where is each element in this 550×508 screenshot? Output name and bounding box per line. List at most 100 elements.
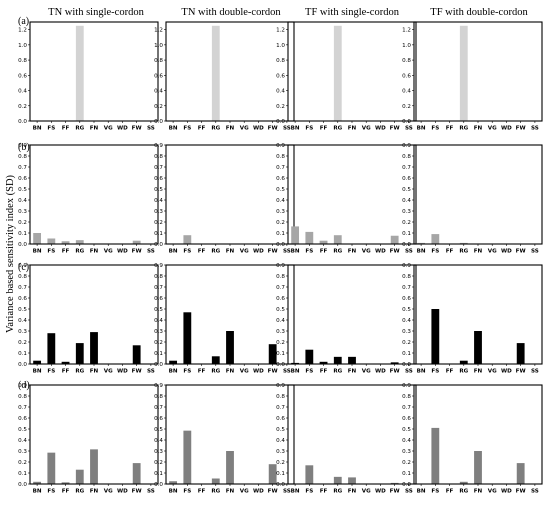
panel-c-3-bar-ff — [319, 361, 328, 364]
panel-b-3-ytick-label-9: 0.9 — [276, 143, 285, 149]
panel-a-2: 0.0 0.2 0.4 0.6 0.8 1.0 1.2 BN FS FF RG FN VG WD FW SS — [154, 21, 295, 132]
panel-c-4-xtick-label-wd: WD — [501, 369, 512, 375]
panel-b-1-frame — [29, 144, 159, 245]
panel-b-4-ytick-label-5: 0.5 — [402, 187, 411, 193]
panel-d-1-xtick-label-ff: FF — [62, 489, 70, 495]
panel-c-3-ytick-label-5: 0.5 — [276, 307, 285, 313]
panel-d-1-ytick-label-2: 0.2 — [18, 460, 27, 466]
panel-b-1-bar-fw — [132, 240, 141, 244]
panel-a-3-xtick-label-vg: VG — [362, 126, 371, 132]
panel-d-2-bar-fn — [226, 451, 234, 484]
panel-c-1-ytick-label-4: 0.4 — [18, 318, 27, 324]
panel-b-1-xtick-label-wd: WD — [117, 249, 128, 255]
panel-d-1-xtick-label-wd: WD — [117, 489, 128, 495]
panel-c-4-xtick-label-vg: VG — [488, 369, 497, 375]
panel-d-3-xtick-label-fw: FW — [390, 489, 400, 495]
panel-d-1-xtick-label-fw: FW — [132, 489, 142, 495]
panel-d-2-xtick-label-fs: FS — [183, 489, 191, 495]
panel-c-4-ytick-label-3: 0.3 — [402, 329, 411, 335]
panel-b-1-ytick-label-2: 0.2 — [18, 220, 27, 226]
panel-a-3-ytick-label-4: 0.8 — [276, 58, 285, 64]
panel-b-1-bar-fs — [47, 238, 56, 244]
panel-c-4-ytick-label-1: 0.1 — [402, 351, 411, 357]
panel-a-4-ytick-label-6: 1.2 — [402, 28, 411, 34]
panel-c-3-ytick-label-6: 0.6 — [276, 296, 285, 302]
panel-c-3-ytick-label-0: 0.0 — [276, 362, 285, 368]
panel-d-1-ytick-label-8: 0.8 — [18, 394, 27, 400]
panel-a-4-ytick-label-1: 0.2 — [402, 104, 411, 110]
panel-d-1-ytick-label-5: 0.5 — [18, 427, 27, 433]
panel-d-3-xtick-label-bn: BN — [291, 489, 300, 495]
panel-d-2-bar-fs — [183, 430, 192, 484]
panel-b-1-bar-ff — [61, 241, 70, 244]
panel-d-3-xtick-label-fs: FS — [305, 489, 313, 495]
panel-d-4-xtick-label-ff: FF — [446, 489, 454, 495]
panel-a-1-xtick-label-rg: RG — [75, 126, 84, 132]
panel-d-2-bar-bn — [169, 481, 178, 484]
panel-d-4-bar-fs — [431, 427, 440, 484]
panel-c-1-ytick-label-7: 0.7 — [18, 285, 27, 291]
panel-a-4-ytick-label-4: 0.8 — [402, 58, 411, 64]
panel-c-3-xtick-label-fs: FS — [305, 369, 313, 375]
panel-c-2-xtick-label-rg: RG — [211, 369, 220, 375]
panel-a-2-bar-rg — [211, 25, 220, 122]
panel-b-1-ytick-label-7: 0.7 — [18, 165, 27, 171]
panel-a-4-xtick-label-wd: WD — [501, 126, 512, 132]
panel-d-1-xtick-label-vg: VG — [104, 489, 113, 495]
panel-c-3-xtick-label-fn: FN — [348, 369, 357, 375]
panel-d-4-ytick-label-3: 0.3 — [402, 449, 411, 455]
panel-b-4-xtick-label-rg: RG — [459, 249, 468, 255]
panel-a-2-xtick-label-fs: FS — [183, 126, 191, 132]
panel-a-1-ytick-label-1: 0.2 — [18, 104, 27, 110]
panel-b-3-bar-fs — [305, 231, 314, 244]
panel-c-3-bar-fn — [348, 356, 356, 364]
panel-b-2-xtick-label-ss: SS — [283, 249, 291, 255]
panel-b-4-xtick-label-ss: SS — [531, 249, 539, 255]
panel-d-4-ytick-label-7: 0.7 — [402, 405, 411, 411]
panel-d-4-xtick-label-vg: VG — [488, 489, 497, 495]
panel-d-3-ytick-label-6: 0.6 — [276, 416, 285, 422]
panel-b-3-ytick-label-8: 0.8 — [276, 154, 285, 160]
panel-d-2-bar-rg — [211, 478, 220, 484]
panel-c-3-xtick-label-rg: RG — [333, 369, 342, 375]
panel-d-2-xtick-label-rg: RG — [211, 489, 220, 495]
panel-a-4-ytick-label-5: 1.0 — [402, 43, 411, 49]
panel-a-1-xtick-label-fn: FN — [90, 126, 99, 132]
panel-d-2-ytick-label-3: 0.3 — [154, 449, 163, 455]
panel-b-2-ytick-label-5: 0.5 — [154, 187, 163, 193]
panel-c-3-xtick-label-wd: WD — [375, 369, 386, 375]
panel-d-4-xtick-label-fw: FW — [516, 489, 526, 495]
panel-b-1: 0.0 0.1 0.2 0.3 0.4 0.5 0.6 0.7 0.8 0.9 BN FS FF RG FN… — [18, 143, 159, 255]
panel-a-3-ytick-label-1: 0.2 — [276, 104, 285, 110]
panel-b-3-bar-ff — [319, 240, 328, 244]
panel-c-2-ytick-label-6: 0.6 — [154, 296, 163, 302]
panel-a-1-xtick-label-ff: FF — [62, 126, 70, 132]
panel-b-4-xtick-label-fs: FS — [431, 249, 439, 255]
panel-b-2-xtick-label-bn: BN — [169, 249, 178, 255]
panel-a-2-xtick-label-fn: FN — [226, 126, 235, 132]
panel-b-1-ytick-label-9: 0.9 — [18, 143, 27, 149]
panel-d-3-ytick-label-1: 0.1 — [276, 471, 285, 477]
panel-c-1-ytick-label-9: 0.9 — [18, 263, 27, 269]
panel-a-1-xtick-label-fs: FS — [47, 126, 55, 132]
column-title-1: TN with single-cordon — [48, 7, 144, 18]
panel-b-2-ytick-label-7: 0.7 — [154, 165, 163, 171]
panel-d-1-bar-fw — [132, 463, 141, 484]
column-title-4: TF with double-cordon — [430, 7, 528, 18]
panel-b-4-ytick-label-4: 0.4 — [402, 198, 411, 204]
panel-d-2-ytick-label-7: 0.7 — [154, 405, 163, 411]
panel-b-2-ytick-label-4: 0.4 — [154, 198, 163, 204]
panel-c-4-xtick-label-ss: SS — [531, 369, 539, 375]
panel-d-1-bar-bn — [33, 481, 42, 484]
panel-a-1-ytick-label-4: 0.8 — [18, 58, 27, 64]
panel-c-1-bar-rg — [75, 343, 84, 364]
panel-c-2-xtick-label-bn: BN — [169, 369, 178, 375]
panel-d-1-ytick-label-6: 0.6 — [18, 416, 27, 422]
panel-c-2-ytick-label-1: 0.1 — [154, 351, 163, 357]
panel-c-3-xtick-label-bn: BN — [291, 369, 300, 375]
panel-d-3-ytick-label-2: 0.2 — [276, 460, 285, 466]
panel-b-1-ytick-label-1: 0.1 — [18, 231, 27, 237]
panel-a-3-xtick-label-ss: SS — [405, 126, 413, 132]
panel-b-1-ytick-label-4: 0.4 — [18, 198, 27, 204]
panel-a-2-ytick-label-4: 0.8 — [154, 58, 163, 64]
